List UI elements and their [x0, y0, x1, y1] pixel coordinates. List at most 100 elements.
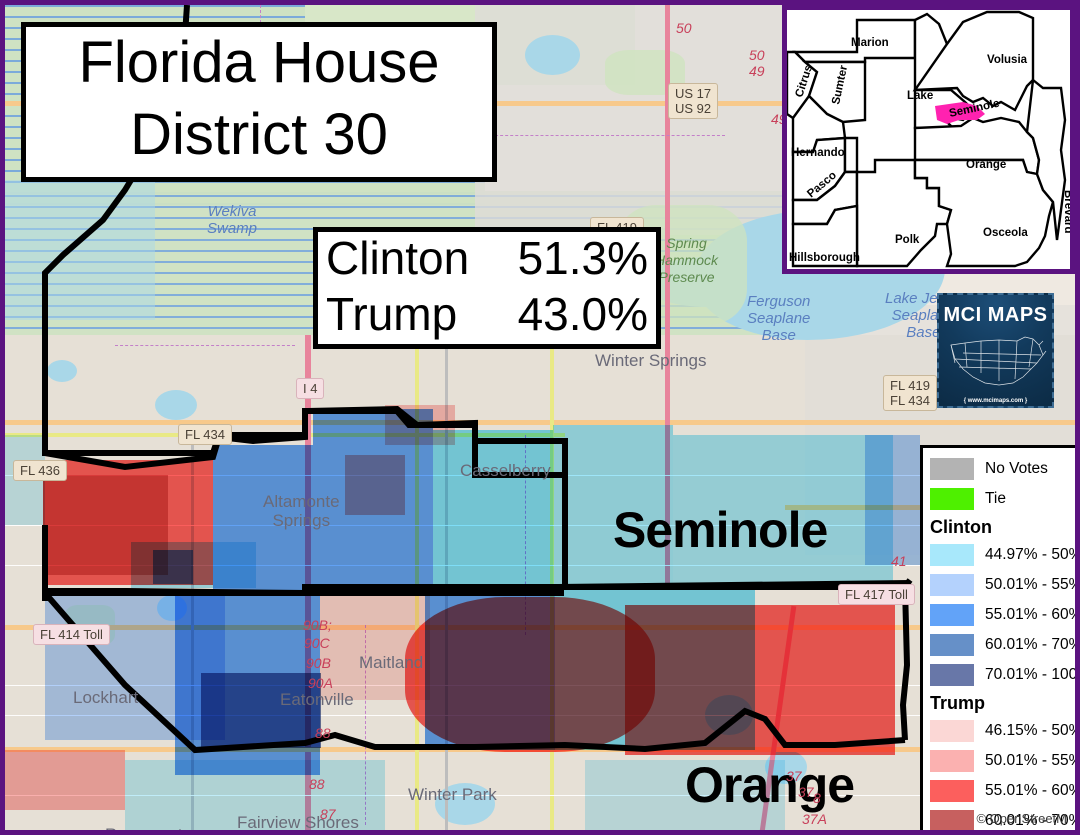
candidate-name: Clinton [326, 232, 470, 284]
precinct-fill [131, 542, 256, 588]
precinct-fill [673, 435, 893, 585]
inset-locator-map: Marion Volusia Citrus Sumter Lake Seminole Her… [782, 5, 1075, 274]
map-road-number: 37 [798, 784, 814, 800]
precinct-fill [345, 455, 405, 515]
map-road-shield: FL 414 Toll [33, 624, 110, 645]
map-road-number: 87 [320, 806, 336, 822]
precinct-fill [585, 760, 785, 830]
candidate-pct: 43.0% [517, 288, 648, 340]
road [665, 5, 670, 585]
map-place-label: Winter Park [408, 785, 497, 804]
map-place-label: Altamonte Springs [263, 492, 340, 530]
legend-swatch [930, 780, 974, 802]
map-place-label: Rosemont [105, 825, 183, 835]
legend-label: 44.97% - 50% [985, 546, 1080, 563]
map-road-number: 88 [315, 725, 331, 741]
precinct-fill [433, 430, 553, 590]
osm-attribution: © OpenStreetM [976, 811, 1067, 826]
map-county-label: Seminole [613, 502, 828, 558]
legend-swatch [930, 544, 974, 566]
precinct-fill [201, 673, 321, 748]
legend-label: 50.01% - 55% [985, 576, 1080, 593]
legend-label: 70.01% - 100% [985, 666, 1078, 683]
legend-item-trump: 60.01% - 70% [930, 806, 1080, 830]
legend-swatch [930, 574, 974, 596]
usa-map-icon [950, 336, 1047, 386]
map-road-number: 50 [749, 47, 765, 63]
page-title-line1: Florida House [78, 30, 440, 95]
legend-label: 60.01% - 70% [985, 812, 1080, 829]
map-road-shield: FL 417 Toll [838, 584, 915, 605]
legend-swatch [930, 720, 974, 742]
map-road-number: 41 [891, 553, 907, 569]
inset-county-label: Brevard [1062, 190, 1070, 233]
legend-swatch [930, 750, 974, 772]
inset-county-label: Lake [907, 90, 933, 102]
legend-label: 55.01% - 60% [985, 606, 1080, 623]
logo-url: { www.mcimaps.com } [963, 398, 1028, 404]
legend-item-clinton: 55.01% - 60% [930, 600, 1080, 630]
map-road-shield: US 17 US 92 [668, 83, 719, 119]
precinct-fill [553, 425, 673, 585]
map-road-number: 50 [676, 20, 692, 36]
mci-maps-logo: MCI MAPS { www.mcimaps.com } [937, 293, 1054, 408]
page-title-line2: District 30 [130, 102, 388, 167]
legend-item-clinton: 70.01% - 100% [930, 660, 1078, 690]
legend-item-special: Tie [930, 484, 1075, 514]
inset-county-label: Orange [966, 159, 1006, 171]
map-place-label: Lockhart [73, 688, 139, 707]
legend-swatch [930, 634, 974, 656]
results-box: Clinton 51.3% Trump 43.0% [313, 227, 661, 349]
legend-label: Tie [985, 490, 1006, 507]
map-road-number: 37 [786, 768, 802, 784]
map-place-label: Eatonville [280, 690, 354, 709]
legend-item-trump: 50.01% - 55% [930, 746, 1080, 776]
highlighted-district [935, 102, 985, 124]
map-road-number: 49 [749, 63, 765, 79]
map-road-number: 90A [308, 675, 333, 691]
road [5, 795, 1075, 796]
map-road-shield: FL 434 [178, 424, 232, 445]
district-boundary [42, 5, 913, 754]
legend-header-clinton: Clinton [930, 517, 992, 537]
table-row: Trump 43.0% [318, 286, 656, 342]
map-place-label: Maitland [359, 653, 424, 672]
inset-county-label: Marion [851, 37, 889, 49]
map-place-label: Casselberry [460, 461, 551, 480]
legend-item-clinton: 60.01% - 70% [930, 630, 1075, 660]
results-table: Clinton 51.3% Trump 43.0% [318, 230, 656, 342]
map-road-number: 37A [802, 811, 827, 827]
map-road-shield: I 4 [296, 378, 325, 399]
precinct-fill [153, 550, 193, 584]
map-road-number: 88 [309, 776, 325, 792]
legend-item-special: No Votes [930, 454, 1075, 484]
legend-item-clinton: 44.97% - 50% [930, 540, 1080, 570]
title-box: Florida House District 30 [21, 22, 497, 182]
logo-title: MCI MAPS [943, 304, 1048, 326]
lake [47, 360, 77, 382]
legend-label: 50.01% - 55% [985, 752, 1080, 769]
map-water-label: Wekiva Swamp [207, 203, 258, 237]
map-road-shield: FL 419 FL 434 [883, 375, 937, 411]
inset-county-label: Volusia [987, 54, 1028, 66]
legend-swatch [930, 664, 974, 686]
map-place-label: Fairview Shores [237, 813, 359, 832]
legend-swatch [930, 458, 974, 480]
inset-county-label: Osceola [983, 227, 1028, 239]
legend-panel: No Votes Tie Clinton 44.97% - 50% 50.01% - 5… [920, 445, 1080, 830]
inset-county-label: Hillsborough [789, 252, 860, 264]
map-road-number: 90C [304, 635, 330, 651]
legend-item-clinton: 50.01% - 55% [930, 570, 1080, 600]
legend-item-trump: 55.01% - 60% [930, 776, 1080, 806]
legend-label: 55.01% - 60% [985, 782, 1080, 799]
map-road-number: 8 [813, 790, 821, 806]
legend-swatch [930, 488, 974, 510]
legend-label: No Votes [985, 460, 1048, 477]
map-water-label: Ferguson Seaplane Base [747, 293, 811, 344]
road [5, 420, 1075, 425]
road [5, 101, 1075, 106]
precinct-fill [125, 760, 385, 830]
precinct-fill [625, 605, 895, 755]
legend-item-trump: 46.15% - 50% [930, 716, 1075, 746]
